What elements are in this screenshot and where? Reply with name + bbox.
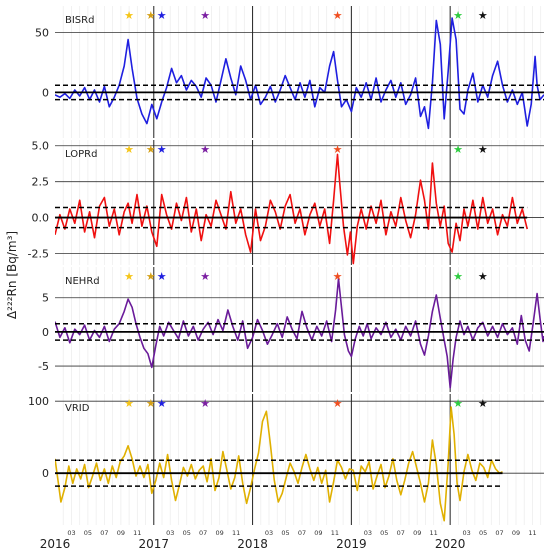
panel-frame xyxy=(54,5,545,139)
panel-label: BISRd xyxy=(65,15,94,26)
y-tick-label: -2.5 xyxy=(28,248,49,261)
x-month-label: 03 xyxy=(67,529,75,537)
event-marker: ★ xyxy=(157,270,167,283)
x-month-label: 07 xyxy=(495,529,503,537)
event-marker: ★ xyxy=(200,270,210,283)
event-marker: ★ xyxy=(478,397,488,410)
y-tick-label: 0 xyxy=(42,86,49,99)
y-tick-label: 2.5 xyxy=(32,176,50,189)
series-line xyxy=(55,153,528,265)
x-month-label: 05 xyxy=(479,529,487,537)
x-month-label: 03 xyxy=(462,529,470,537)
x-month-label: 05 xyxy=(183,529,191,537)
x-year-label: 2016 xyxy=(40,537,71,551)
y-tick-label: 50 xyxy=(35,26,49,39)
x-month-label: 11 xyxy=(430,529,438,537)
event-marker: ★ xyxy=(333,143,343,156)
event-marker: ★ xyxy=(453,270,463,283)
event-marker: ★ xyxy=(333,9,343,22)
x-month-label: 11 xyxy=(331,529,339,537)
panel-bisrd: 050★ ★ ★ ★ ★ ★ ★BISRd xyxy=(35,5,545,139)
panel-label: LOPRd xyxy=(65,149,97,160)
y-tick-label: 5.0 xyxy=(32,140,50,153)
event-marker: ★ xyxy=(124,9,134,22)
panel-label: VRID xyxy=(65,403,90,414)
series-line xyxy=(55,277,544,389)
event-marker: ★ xyxy=(453,143,463,156)
event-marker: ★ xyxy=(200,397,210,410)
event-marker: ★ xyxy=(200,143,210,156)
event-marker: ★ xyxy=(157,143,167,156)
x-month-label: 07 xyxy=(100,529,108,537)
event-marker: ★ xyxy=(478,9,488,22)
x-month-label: 03 xyxy=(265,529,273,537)
series-line xyxy=(55,406,503,522)
x-month-label: 09 xyxy=(314,529,322,537)
event-marker: ★ xyxy=(157,397,167,410)
panel-loprd: -2.50.02.55.0 ★ ★ ★ ★ ★ ★ ★LOPRd xyxy=(28,139,545,266)
x-year-label: 2019 xyxy=(336,537,367,551)
x-month-label: 05 xyxy=(380,529,388,537)
x-month-label: 07 xyxy=(298,529,306,537)
event-marker: ★ xyxy=(146,9,156,22)
event-marker: ★ xyxy=(333,397,343,410)
event-marker: ★ xyxy=(124,270,134,283)
event-marker: ★ xyxy=(333,270,343,283)
x-year-label: 2020 xyxy=(435,537,466,551)
x-month-label: 11 xyxy=(528,529,536,537)
event-marker: ★ xyxy=(157,9,167,22)
x-year-label: 2017 xyxy=(139,537,170,551)
y-axis-label: Δ²²²Rn [Bq/m³] xyxy=(5,231,19,319)
event-marker: ★ xyxy=(453,9,463,22)
x-month-label: 09 xyxy=(512,529,520,537)
y-tick-label: 0 xyxy=(42,467,49,480)
x-month-label: 03 xyxy=(166,529,174,537)
x-month-label: 09 xyxy=(117,529,125,537)
y-tick-label: 5 xyxy=(42,292,49,305)
event-marker: ★ xyxy=(453,397,463,410)
event-marker: ★ xyxy=(146,270,156,283)
x-month-label: 05 xyxy=(84,529,92,537)
x-year-label: 2018 xyxy=(237,537,268,551)
panel-nehrd: -505★ ★ ★ ★ ★ ★ ★NEHRd xyxy=(38,266,545,393)
x-month-label: 11 xyxy=(232,529,240,537)
y-tick-label: 100 xyxy=(28,395,49,408)
y-tick-label: -5 xyxy=(38,360,49,373)
event-marker: ★ xyxy=(124,397,134,410)
event-marker: ★ xyxy=(124,143,134,156)
x-month-label: 05 xyxy=(281,529,289,537)
x-month-label: 07 xyxy=(397,529,405,537)
event-marker: ★ xyxy=(146,397,156,410)
event-marker: ★ xyxy=(478,143,488,156)
panel-frame xyxy=(54,139,545,266)
panel-frame xyxy=(54,266,545,393)
panel-label: NEHRd xyxy=(65,276,100,287)
panels: 050★ ★ ★ ★ ★ ★ ★BISRd-2.50.02.55.0 ★ ★ ★ ★ ★ ★ ★LOPRd… xyxy=(28,5,545,526)
x-axis: 03 05 07 09 11 03 05 07 09 11 03 05 07 09 11 03 05 07 09 11… xyxy=(40,529,537,551)
x-month-label: 09 xyxy=(413,529,421,537)
x-month-label: 03 xyxy=(364,529,372,537)
x-month-label: 09 xyxy=(216,529,224,537)
event-marker: ★ xyxy=(478,270,488,283)
y-tick-label: 0 xyxy=(42,326,49,339)
x-month-label: 11 xyxy=(133,529,141,537)
series-line xyxy=(55,17,544,130)
event-marker: ★ xyxy=(146,143,156,156)
x-month-label: 07 xyxy=(199,529,207,537)
event-marker: ★ xyxy=(200,9,210,22)
y-tick-label: 0.0 xyxy=(32,212,50,225)
